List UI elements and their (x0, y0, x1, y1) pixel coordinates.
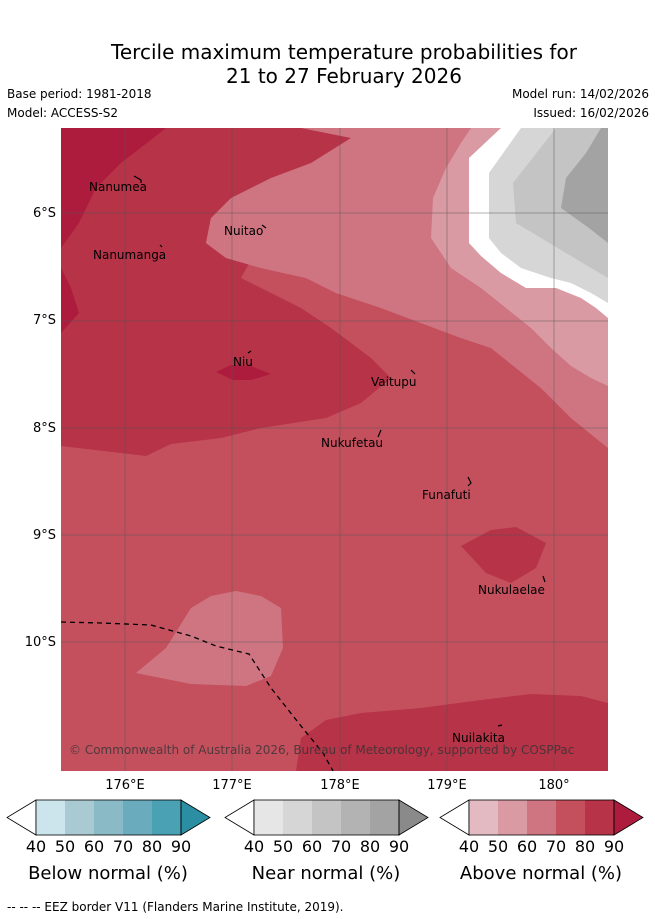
copyright-text: © Commonwealth of Australia 2026, Bureau… (69, 743, 574, 757)
title-line-2: 21 to 27 February 2026 (226, 64, 462, 88)
place-nuitao: Nuitao (224, 224, 263, 238)
lon-label-177e: 177°E (212, 778, 252, 793)
place-vaitupu: Vaitupu (371, 375, 417, 389)
map-panel[interactable]: Nanumea Nuitao Nanumanga Niu Vaitupu Nuk… (61, 128, 608, 771)
place-nukulaelae: Nukulaelae (478, 583, 545, 597)
tick: 50 (54, 837, 76, 856)
colorbar-outline (35, 799, 182, 836)
tick: 90 (170, 837, 192, 856)
tick: 90 (603, 837, 625, 856)
model-name: Model: ACCESS-S2 (7, 106, 119, 120)
gridlines (61, 128, 608, 771)
above-normal-80-90-area (61, 128, 608, 456)
lat-label-7s: 7°S (32, 313, 56, 328)
colorbar-under-triangle (439, 799, 470, 836)
colorbar-segment (341, 800, 370, 835)
above-normal-colorbar (439, 799, 644, 836)
above-normal-80-90-nukulaelae-area (461, 527, 546, 583)
place-niu: Niu (233, 355, 253, 369)
place-nuilakita: Nuilakita (452, 731, 505, 745)
island-markers (133, 175, 546, 727)
colorbar-under-triangle (224, 799, 255, 836)
place-nukufetau: Nukufetau (321, 436, 383, 450)
colorbar-segment (254, 800, 283, 835)
lat-label-10s: 10°S (24, 635, 56, 650)
colorbar-segment (65, 800, 94, 835)
tick: 80 (359, 837, 381, 856)
island-nukulaelae-icon (542, 575, 546, 583)
colorbar-under-triangle (6, 799, 37, 836)
lon-label-178e: 178°E (320, 778, 360, 793)
colorbar-over-triangle (180, 799, 211, 836)
tick: 40 (458, 837, 480, 856)
tick: 50 (487, 837, 509, 856)
colorbar-segment (370, 800, 399, 835)
colorbar-over-triangle (398, 799, 429, 836)
map-title: Tercile maximum temperature probabilitie… (0, 40, 655, 88)
eez-border-line (61, 621, 334, 771)
colorbar-segment (123, 800, 152, 835)
legend-colorbars (6, 799, 644, 836)
model-run: Model run: 14/02/2026 (511, 87, 649, 101)
tick: 80 (574, 837, 596, 856)
island-nanumea-icon (133, 175, 142, 183)
map-canvas: Nanumea Nuitao Nanumanga Niu Vaitupu Nuk… (61, 128, 608, 771)
lat-label-8s: 8°S (32, 421, 56, 436)
island-nuitao-icon (261, 224, 267, 229)
place-nanumea: Nanumea (89, 180, 147, 194)
place-funafuti: Funafuti (422, 488, 471, 502)
place-nanumanga: Nanumanga (93, 248, 166, 262)
island-vaitupu-icon (410, 369, 416, 375)
near-normal-legend-title: Near normal (%) (251, 863, 401, 884)
lon-label-176e: 176°E (105, 778, 145, 793)
colorbar-outline (468, 799, 615, 836)
colorbar-segment (283, 800, 312, 835)
lon-label-180: 180° (538, 778, 570, 793)
colorbar-segment (469, 800, 498, 835)
colorbar-outline (253, 799, 400, 836)
tick: 60 (516, 837, 538, 856)
island-funafuti-icon (467, 476, 472, 487)
island-nuilakita-icon (497, 724, 503, 727)
colorbar-segment (585, 800, 614, 835)
colorbar-segment (152, 800, 181, 835)
colorbar-segment (36, 800, 65, 835)
above-normal-80-90-south-area (296, 694, 608, 771)
above-normal-90-edge-area (61, 268, 79, 333)
tick: 90 (388, 837, 410, 856)
base-period: Base period: 1981-2018 (7, 87, 152, 101)
tick: 80 (141, 837, 163, 856)
tick: 70 (545, 837, 567, 856)
below-normal-legend-title: Below normal (%) (28, 863, 188, 884)
island-nukufetau-icon (377, 429, 382, 438)
near-normal-70-80-area (561, 128, 608, 243)
near-normal-colorbar (224, 799, 429, 836)
island-niu-icon (247, 350, 252, 354)
colorbar-over-triangle (613, 799, 644, 836)
below-normal-colorbar (6, 799, 211, 836)
above-normal-legend-title: Above normal (%) (459, 863, 623, 884)
lon-label-179e: 179°E (427, 778, 467, 793)
tick: 40 (25, 837, 47, 856)
above-normal-90-area (61, 128, 166, 248)
lat-label-6s: 6°S (32, 206, 56, 221)
tick: 60 (83, 837, 105, 856)
issued-date: Issued: 16/02/2026 (533, 106, 649, 120)
colorbar-segment (94, 800, 123, 835)
title-line-1: Tercile maximum temperature probabilitie… (111, 40, 577, 64)
colorbar-segment (527, 800, 556, 835)
island-nanumanga-icon (159, 244, 163, 248)
above-normal-90-niu-area (216, 365, 271, 380)
above-normal-60-70-south-area (136, 591, 283, 686)
colorbar-segment (498, 800, 527, 835)
colorbar-segment (312, 800, 341, 835)
lat-label-9s: 9°S (32, 528, 56, 543)
tick: 70 (330, 837, 352, 856)
eez-footnote: -- -- -- EEZ border V11 (Flanders Marine… (7, 900, 344, 914)
tick: 70 (112, 837, 134, 856)
tick: 60 (301, 837, 323, 856)
tick: 50 (272, 837, 294, 856)
colorbar-segment (556, 800, 585, 835)
tick: 40 (243, 837, 265, 856)
